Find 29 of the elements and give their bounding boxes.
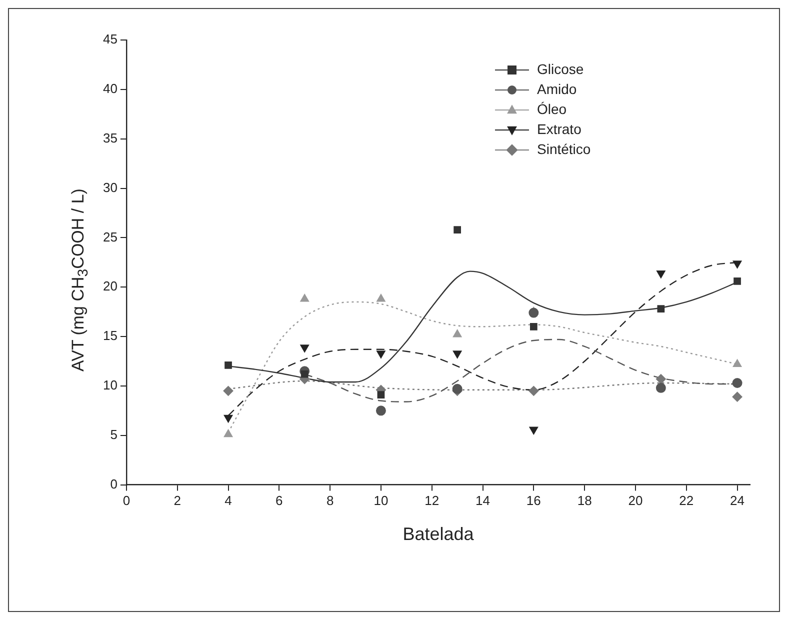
x-tick-label: 4 <box>224 493 232 508</box>
x-tick-label: 22 <box>679 493 694 508</box>
y-tick-label: 35 <box>102 130 118 146</box>
x-tick-label: 14 <box>476 493 490 508</box>
x-tick-label: 2 <box>174 493 181 508</box>
legend-label: Glicose <box>537 60 584 77</box>
y-tick-label: 15 <box>102 328 118 344</box>
x-axis-title: Batelada <box>402 524 475 544</box>
x-tick-label: 10 <box>374 493 388 508</box>
x-tick-label: 8 <box>326 493 334 508</box>
y-tick-label: 5 <box>110 426 118 442</box>
legend-label: Sintético <box>537 140 591 157</box>
x-tick-label: 24 <box>730 493 745 508</box>
y-tick-label: 40 <box>102 81 118 96</box>
x-tick-label: 20 <box>628 493 643 508</box>
x-tick-label: 6 <box>276 493 283 508</box>
y-tick-label: 20 <box>102 278 118 294</box>
legend-label: Óleo <box>537 100 567 117</box>
y-tick-label: 30 <box>102 180 118 195</box>
x-tick-label: 18 <box>577 493 592 508</box>
y-tick-label: 10 <box>102 378 118 393</box>
y-tick-label: 0 <box>110 476 118 492</box>
legend-label: Amido <box>537 80 577 97</box>
x-tick-label: 0 <box>122 493 130 508</box>
x-tick-label: 16 <box>526 493 541 508</box>
y-tick-label: 25 <box>102 229 118 244</box>
x-tick-label: 12 <box>424 493 440 508</box>
y-tick-label: 45 <box>102 32 118 47</box>
legend-label: Extrato <box>537 120 582 137</box>
